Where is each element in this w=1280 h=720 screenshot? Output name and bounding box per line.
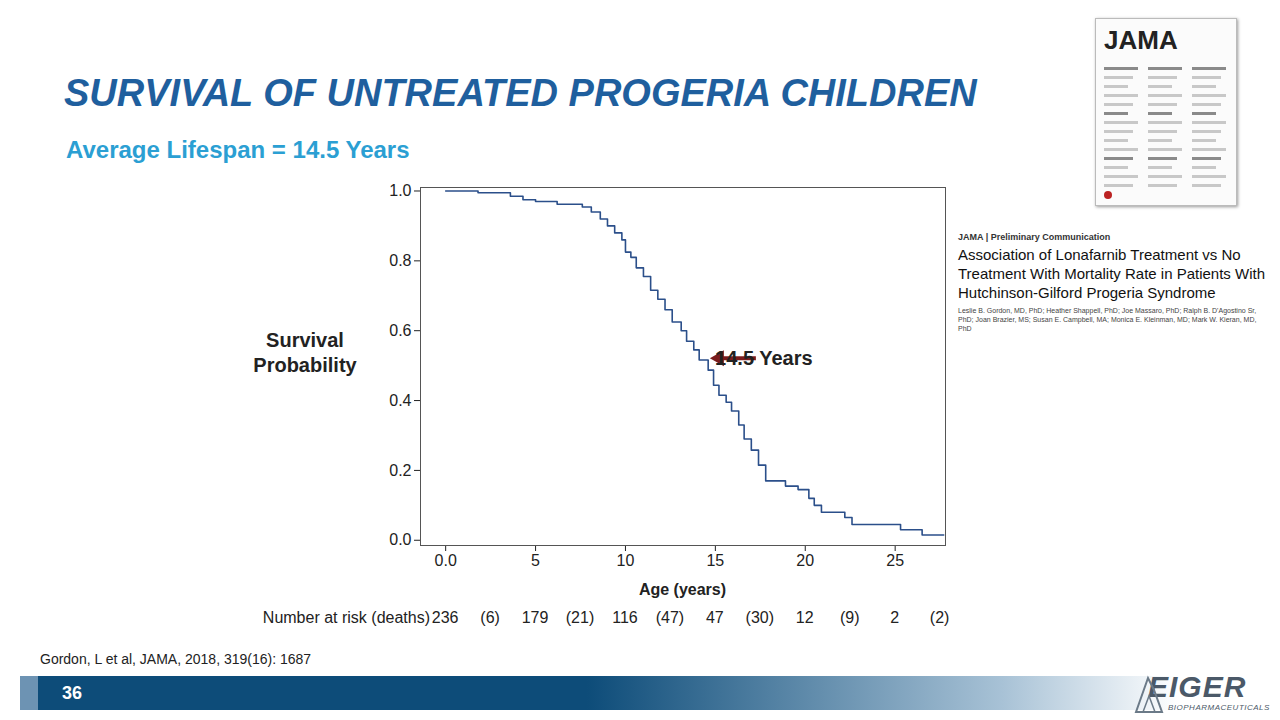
html-text:(21): (21)	[565, 609, 595, 626]
svg-text:0.0: 0.0	[435, 552, 457, 569]
svg-text:25: 25	[886, 552, 904, 569]
svg-text:0.0: 0.0	[389, 531, 411, 548]
html-text:Leslie B. Gordon, MD, PhD; Hea: Leslie B. Gordon, MD, PhD; Heather Shapp…	[958, 307, 1257, 332]
html-text:Gordon, L et al, JAMA, 2018, 3: Gordon, L et al, JAMA, 2018, 319(16): 16…	[40, 651, 312, 667]
svg-text:1.0: 1.0	[389, 182, 411, 199]
html-text:(47): (47)	[655, 609, 685, 626]
html-text:SURVIVAL OF UNTREATED PROGERIA: SURVIVAL OF UNTREATED PROGERIA CHILDREN	[64, 72, 977, 114]
html-text:(9): (9)	[839, 609, 860, 626]
html-text:(2): (2)	[929, 609, 950, 626]
svg-text:20: 20	[796, 552, 814, 569]
html-text:12: 12	[795, 609, 814, 626]
html-text:Survival Probability: Survival Probability	[253, 329, 357, 376]
svg-text:0.6: 0.6	[389, 322, 411, 339]
html-text:47: 47	[706, 609, 724, 626]
html-text:116: 116	[612, 609, 638, 626]
html-text:Age (years): Age (years)	[638, 581, 727, 598]
svg-text:0.4: 0.4	[389, 392, 411, 409]
html-text:EIGER: EIGER	[1148, 670, 1247, 703]
html-text:BIOPHARMACEUTICALS: BIOPHARMACEUTICALS	[1168, 703, 1270, 712]
svg-text:15: 15	[706, 552, 724, 569]
html-text:Average Lifespan = 14.5 Years: Average Lifespan = 14.5 Years	[66, 136, 410, 163]
svg-text:0.8: 0.8	[389, 252, 411, 269]
html-text:Number at risk (deaths) 236: Number at risk (deaths) 236	[262, 609, 459, 626]
html-text:(30): (30)	[745, 609, 774, 626]
html-text:179: 179	[521, 609, 549, 626]
svg-text:14.5 Years: 14.5 Years	[715, 347, 813, 369]
svg-text:10: 10	[617, 552, 635, 569]
svg-text:5: 5	[531, 552, 540, 569]
html-text:2: 2	[890, 609, 900, 626]
html-text:Association of Lonafarnib Trea: Association of Lonafarnib Treatment vs N…	[958, 246, 1265, 301]
html-text:JAMA | Preliminary Communicati: JAMA | Preliminary Communication	[958, 232, 1111, 242]
html-text:36: 36	[62, 683, 82, 703]
html-text:(6): (6)	[480, 609, 500, 626]
svg-text:0.2: 0.2	[389, 462, 411, 479]
html-text:JAMA: JAMA	[1104, 25, 1178, 55]
